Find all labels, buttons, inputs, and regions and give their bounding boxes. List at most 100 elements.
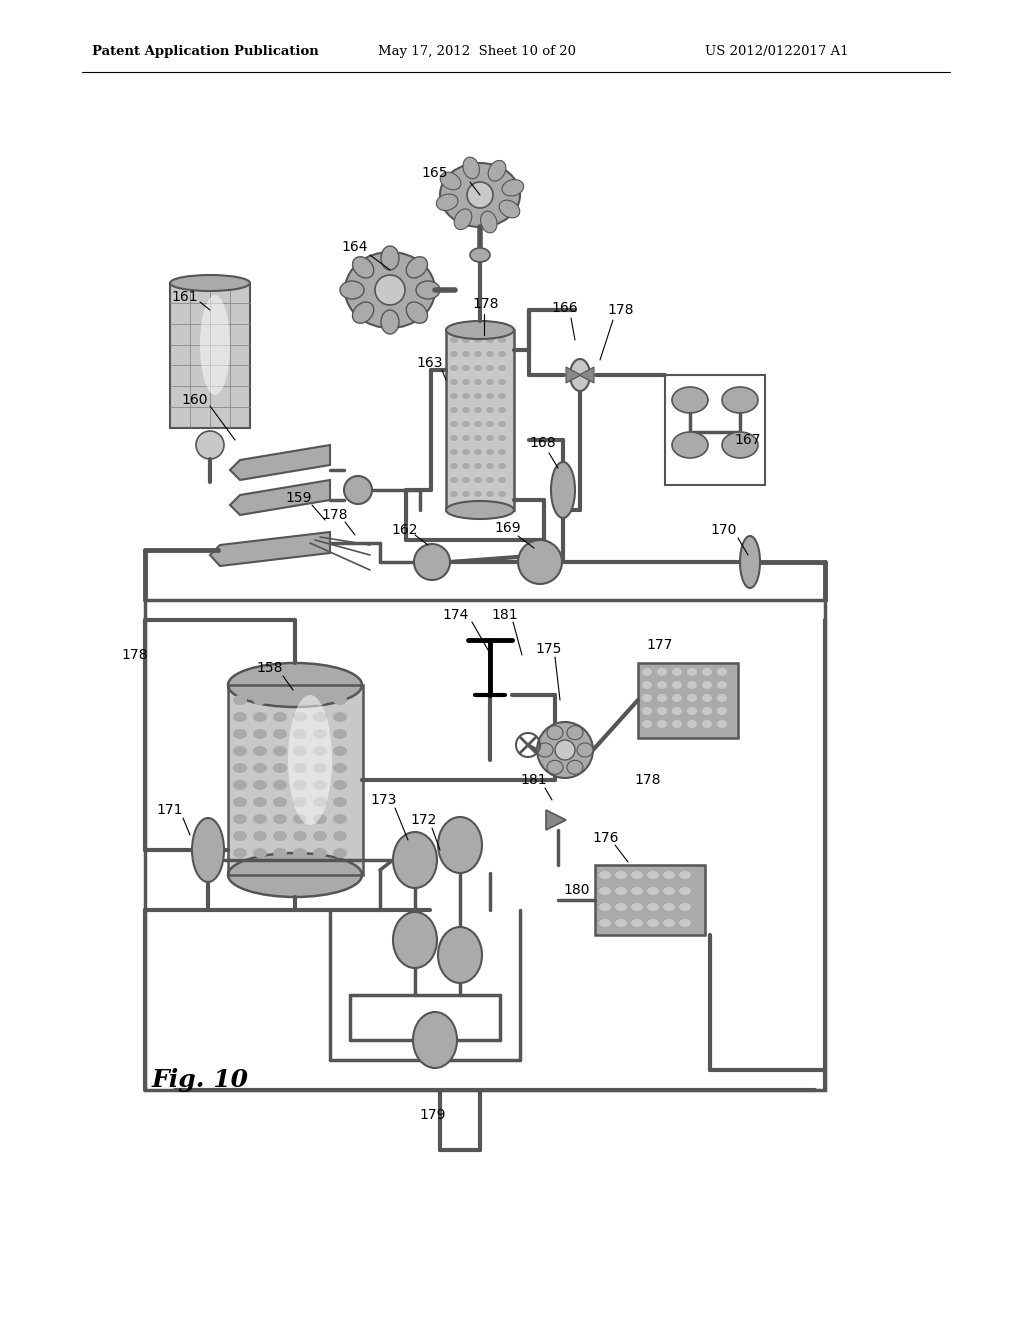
Text: 172: 172: [411, 813, 437, 828]
Ellipse shape: [273, 763, 287, 774]
Ellipse shape: [740, 536, 760, 587]
Ellipse shape: [352, 302, 374, 323]
Ellipse shape: [288, 696, 332, 825]
Ellipse shape: [567, 760, 583, 775]
Ellipse shape: [462, 477, 470, 483]
Ellipse shape: [717, 668, 727, 676]
Ellipse shape: [333, 814, 347, 824]
Ellipse shape: [474, 337, 482, 343]
Ellipse shape: [498, 463, 506, 469]
Text: 173: 173: [371, 793, 397, 807]
Ellipse shape: [407, 302, 427, 323]
Ellipse shape: [462, 407, 470, 413]
Ellipse shape: [663, 919, 675, 927]
Ellipse shape: [293, 797, 307, 807]
Ellipse shape: [642, 719, 652, 729]
Ellipse shape: [293, 814, 307, 824]
Ellipse shape: [440, 172, 461, 190]
Ellipse shape: [438, 817, 482, 873]
Ellipse shape: [381, 246, 399, 271]
Text: 168: 168: [529, 436, 556, 450]
Ellipse shape: [474, 407, 482, 413]
Text: 179: 179: [420, 1107, 446, 1122]
Ellipse shape: [462, 463, 470, 469]
Polygon shape: [546, 810, 566, 830]
Ellipse shape: [498, 477, 506, 483]
Ellipse shape: [233, 711, 247, 722]
Ellipse shape: [253, 711, 267, 722]
Text: 174: 174: [442, 609, 469, 622]
Text: 163: 163: [417, 356, 443, 370]
Ellipse shape: [450, 351, 458, 356]
Ellipse shape: [486, 491, 494, 498]
Ellipse shape: [446, 321, 514, 339]
Ellipse shape: [333, 696, 347, 705]
Bar: [228, 685, 362, 875]
Ellipse shape: [486, 407, 494, 413]
Ellipse shape: [642, 668, 652, 676]
Ellipse shape: [462, 421, 470, 426]
Ellipse shape: [599, 871, 611, 879]
Ellipse shape: [717, 681, 727, 689]
Text: Patent Application Publication: Patent Application Publication: [92, 45, 318, 58]
Ellipse shape: [233, 780, 247, 789]
Ellipse shape: [253, 814, 267, 824]
Ellipse shape: [615, 903, 627, 911]
Text: 158: 158: [257, 661, 284, 675]
Ellipse shape: [313, 780, 327, 789]
Ellipse shape: [313, 729, 327, 739]
Ellipse shape: [413, 1012, 457, 1068]
Text: 165: 165: [422, 166, 449, 180]
Ellipse shape: [273, 746, 287, 756]
Ellipse shape: [702, 668, 712, 676]
Text: 169: 169: [495, 521, 521, 535]
Ellipse shape: [474, 351, 482, 356]
Ellipse shape: [567, 726, 583, 739]
Ellipse shape: [642, 708, 652, 715]
Ellipse shape: [313, 814, 327, 824]
Ellipse shape: [293, 696, 307, 705]
Ellipse shape: [537, 743, 553, 756]
Ellipse shape: [486, 463, 494, 469]
Ellipse shape: [450, 421, 458, 426]
Ellipse shape: [722, 432, 758, 458]
Ellipse shape: [293, 847, 307, 858]
Ellipse shape: [393, 832, 437, 888]
Ellipse shape: [474, 366, 482, 371]
Ellipse shape: [345, 252, 435, 327]
Text: 178: 178: [122, 648, 148, 663]
Text: 162: 162: [392, 523, 418, 537]
Ellipse shape: [462, 351, 470, 356]
Ellipse shape: [486, 393, 494, 399]
Text: 160: 160: [181, 393, 208, 407]
Ellipse shape: [450, 449, 458, 455]
Ellipse shape: [551, 462, 575, 517]
Ellipse shape: [672, 432, 708, 458]
Ellipse shape: [599, 887, 611, 895]
Ellipse shape: [717, 694, 727, 702]
Ellipse shape: [499, 201, 520, 218]
Ellipse shape: [474, 491, 482, 498]
Ellipse shape: [663, 887, 675, 895]
Ellipse shape: [462, 449, 470, 455]
Ellipse shape: [687, 668, 697, 676]
Text: 176: 176: [593, 832, 620, 845]
Bar: [228, 685, 362, 875]
Ellipse shape: [498, 379, 506, 385]
Text: 178: 178: [635, 774, 662, 787]
Ellipse shape: [450, 337, 458, 343]
Ellipse shape: [293, 780, 307, 789]
Ellipse shape: [233, 847, 247, 858]
Ellipse shape: [474, 463, 482, 469]
Ellipse shape: [687, 719, 697, 729]
Ellipse shape: [702, 708, 712, 715]
Ellipse shape: [679, 903, 691, 911]
Bar: [665, 375, 765, 484]
Ellipse shape: [200, 294, 230, 395]
Text: 171: 171: [157, 803, 183, 817]
Ellipse shape: [474, 477, 482, 483]
Ellipse shape: [599, 903, 611, 911]
Bar: [595, 865, 705, 935]
Ellipse shape: [313, 797, 327, 807]
Ellipse shape: [498, 393, 506, 399]
